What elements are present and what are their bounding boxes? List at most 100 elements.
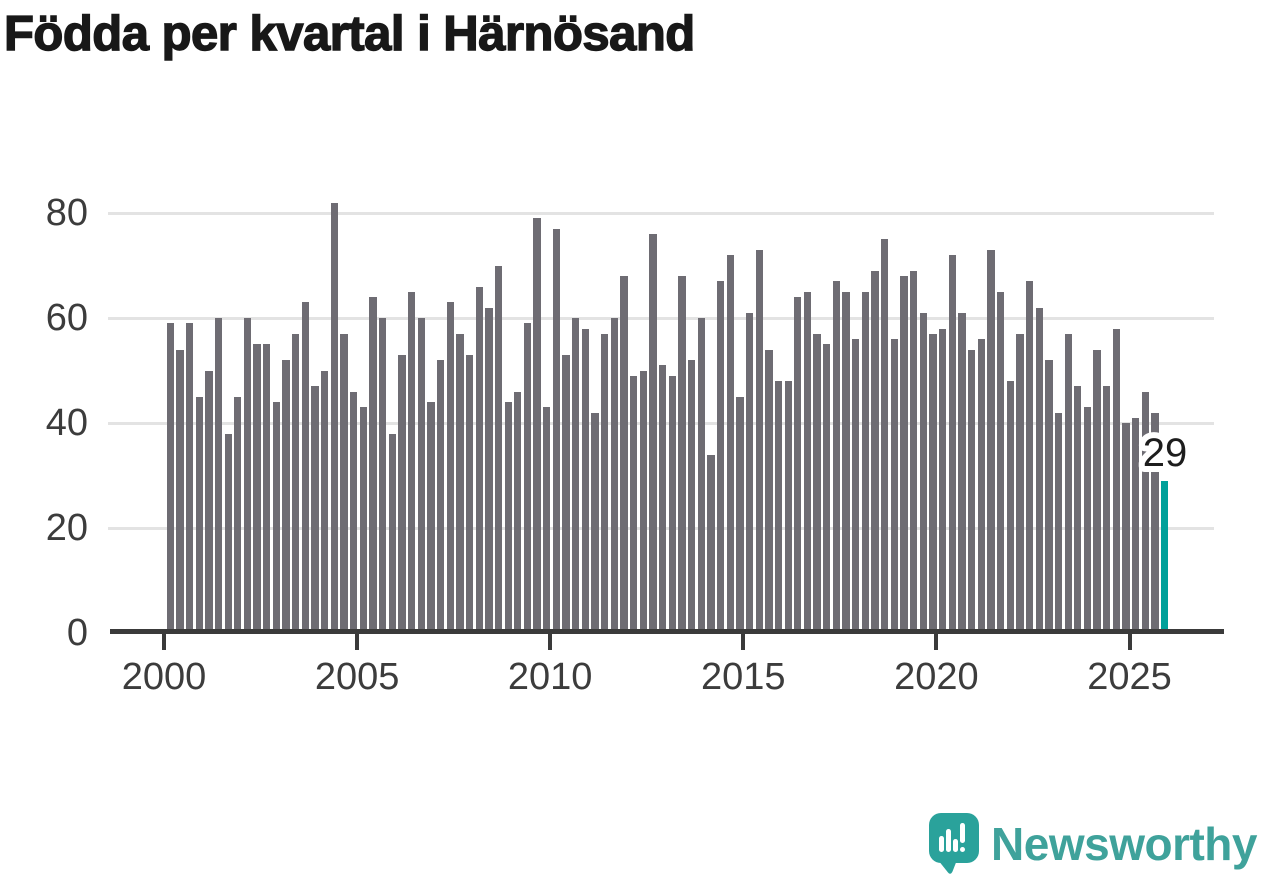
bar-2002-q4 <box>272 402 281 633</box>
x-tick-2020 <box>934 634 939 650</box>
x-tick-label-2000: 2000 <box>121 656 207 698</box>
x-tick-label-2015: 2015 <box>701 656 786 698</box>
x-tick-2015 <box>741 634 746 650</box>
y-tick-label-80: 80 <box>45 192 88 234</box>
y-tick-label-20: 20 <box>45 507 88 549</box>
x-tick-label-2025: 2025 <box>1087 656 1172 698</box>
bar-2014-q4 <box>736 396 744 633</box>
bar-2010-q4 <box>581 328 590 633</box>
bar-2011-q2 <box>601 333 609 633</box>
bar-2017-q4 <box>852 339 860 633</box>
x-tick-2000 <box>162 634 166 650</box>
bar-2003-q3 <box>301 302 310 633</box>
bar-2020-q4 <box>967 349 976 633</box>
x-tick-label-2005: 2005 <box>314 656 400 698</box>
bar-2007-q1 <box>436 360 445 633</box>
bar-2022-q2 <box>1025 281 1034 633</box>
bar-2001-q2 <box>214 318 223 633</box>
newsworthy-logo: Newsworthy <box>928 812 1257 875</box>
bar-2009-q2 <box>523 323 532 633</box>
bar-2012-q1 <box>630 375 638 633</box>
bar-2017-q1 <box>823 344 831 633</box>
bar-2016-q1 <box>784 381 792 633</box>
bar-2014-q3 <box>726 255 734 633</box>
bar-2015-q2 <box>755 249 763 633</box>
bar-2014-q1 <box>707 454 715 633</box>
bar-2023-q2 <box>1064 333 1072 633</box>
bar-2020-q1 <box>939 328 947 633</box>
bar-2012-q3 <box>649 234 657 633</box>
bar-2004-q3 <box>340 333 348 633</box>
bar-2019-q1 <box>900 276 908 633</box>
bar-2009-q3 <box>533 218 541 633</box>
bar-2018-q3 <box>881 239 889 633</box>
x-tick-2025 <box>1127 634 1132 650</box>
bar-2018-q1 <box>861 291 870 633</box>
bar-2004-q1 <box>321 370 329 633</box>
bar-2024-q4 <box>1122 423 1130 633</box>
bar-2017-q2 <box>832 281 841 633</box>
bar-2020-q2 <box>948 255 956 633</box>
bar-2025-q4-highlighted <box>1161 480 1169 633</box>
highlight-value-label: 29 <box>1142 431 1187 475</box>
bar-2008-q1 <box>475 286 483 633</box>
bar-2018-q4 <box>890 339 899 633</box>
bar-2012-q2 <box>639 370 647 633</box>
bar-2024-q2 <box>1103 386 1111 633</box>
bar-2011-q4 <box>620 276 628 633</box>
bar-2008-q3 <box>494 265 503 633</box>
bar-2015-q4 <box>774 381 783 633</box>
bar-2013-q3 <box>687 360 696 633</box>
bar-2003-q4 <box>311 386 319 633</box>
bar-2024-q1 <box>1093 349 1101 633</box>
bar-2004-q4 <box>350 391 358 633</box>
bar-2008-q4 <box>504 402 512 633</box>
bar-2002-q2 <box>253 344 261 633</box>
bar-2006-q2 <box>407 291 416 633</box>
chart-title: Födda per kvartal i Härnösand <box>3 6 696 61</box>
bar-2000-q3 <box>185 323 194 633</box>
bar-2022-q4 <box>1045 360 1053 633</box>
bar-2006-q1 <box>398 354 406 633</box>
bar-2011-q3 <box>610 318 619 633</box>
bar-2003-q2 <box>292 333 300 633</box>
bar-2024-q3 <box>1112 328 1121 633</box>
gridline-80 <box>108 211 1214 215</box>
bar-2011-q1 <box>591 412 599 633</box>
bar-2021-q4 <box>1006 381 1014 633</box>
bar-2025-q1 <box>1132 417 1140 633</box>
bar-2006-q3 <box>417 318 425 633</box>
bar-2020-q3 <box>958 312 966 633</box>
bar-2016-q4 <box>813 333 821 633</box>
y-tick-label-60: 60 <box>45 297 88 339</box>
bar-2015-q3 <box>765 349 773 633</box>
bar-2023-q1 <box>1054 412 1063 633</box>
bar-2015-q1 <box>745 312 754 633</box>
bar-2000-q2 <box>176 349 184 633</box>
bar-2005-q1 <box>359 407 367 633</box>
bar-2005-q4 <box>388 433 396 633</box>
bar-2010-q3 <box>572 318 580 633</box>
bar-2017-q3 <box>842 291 850 633</box>
gridline-60 <box>108 316 1214 320</box>
bar-2007-q2 <box>446 302 454 633</box>
bar-2019-q2 <box>910 270 918 633</box>
bar-2016-q3 <box>803 291 812 633</box>
bar-2021-q2 <box>987 249 995 633</box>
bar-2009-q4 <box>543 407 551 633</box>
bar-2019-q4 <box>929 333 937 633</box>
bar-2018-q2 <box>871 270 879 633</box>
highlight-value-callout: 29 <box>1136 425 1193 481</box>
bar-2004-q2 <box>330 202 339 633</box>
bar-2013-q1 <box>668 375 676 633</box>
bar-2001-q3 <box>224 433 232 633</box>
bar-2019-q3 <box>919 312 927 633</box>
bar-2001-q4 <box>234 396 242 633</box>
bar-2003-q1 <box>282 360 290 633</box>
bar-2025-q2 <box>1141 391 1150 633</box>
bar-2000-q4 <box>195 396 203 633</box>
bar-2007-q3 <box>456 333 464 633</box>
bar-2022-q1 <box>1016 333 1024 633</box>
x-tick-label-2020: 2020 <box>894 656 979 698</box>
